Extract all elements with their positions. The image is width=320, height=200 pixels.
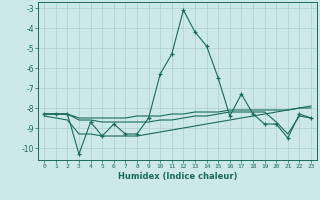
X-axis label: Humidex (Indice chaleur): Humidex (Indice chaleur) [118,172,237,181]
